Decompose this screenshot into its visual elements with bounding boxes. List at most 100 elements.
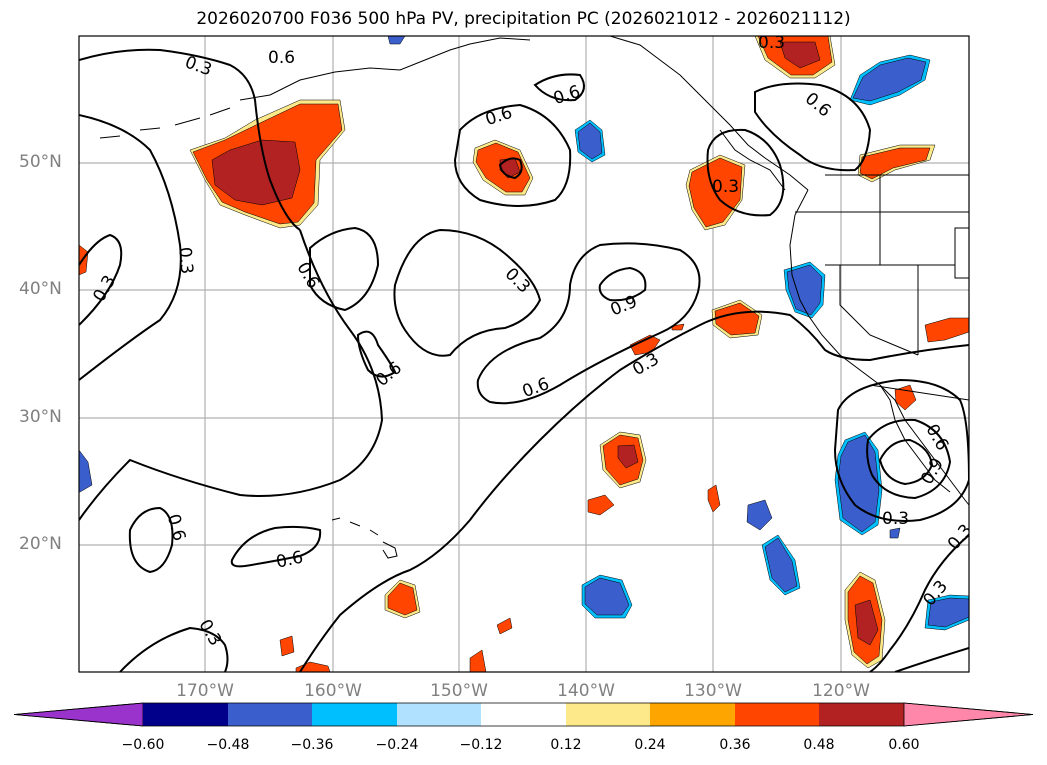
contour-label: 0.6 — [268, 48, 295, 68]
inland-border-5 — [839, 265, 919, 356]
pv-contour — [598, 266, 647, 302]
pv-contour — [128, 506, 174, 574]
pv-contour — [299, 310, 969, 672]
precip-blob — [617, 444, 639, 469]
precip-blob — [859, 147, 931, 180]
map-frame — [78, 35, 970, 673]
precip-blob — [854, 599, 879, 646]
inland-border-8 — [954, 227, 969, 279]
precip-blob — [79, 449, 93, 493]
contour-label: 0.3 — [758, 33, 785, 53]
lon-label-120w: 120°W — [812, 681, 870, 701]
lon-label-160w: 160°W — [304, 681, 362, 701]
precip-blob — [577, 122, 603, 160]
precip-blob — [469, 649, 487, 672]
precip-blob — [924, 317, 969, 343]
colorbar-tick: −0.48 — [206, 737, 250, 753]
contour-label: 0.3 — [882, 509, 909, 529]
pv-contour — [894, 647, 969, 672]
precip-blob — [927, 597, 969, 628]
colorbar-tick: −0.36 — [290, 737, 334, 753]
pv-contour — [119, 626, 229, 672]
pv-contour — [79, 114, 182, 381]
precip-blob — [387, 36, 406, 45]
precip-blob — [279, 635, 295, 657]
precip-blob — [496, 617, 513, 635]
contour-label: 0.3 — [174, 246, 196, 275]
bc-coast — [719, 129, 786, 191]
pv-contour — [79, 233, 123, 326]
us-west-coast — [789, 189, 969, 506]
contour-label: 0.3 — [712, 177, 739, 197]
colorbar-tick: 0.48 — [803, 737, 835, 753]
coastlines — [99, 36, 969, 559]
colorbar-extend-high — [903, 702, 1034, 727]
lon-label-140w: 140°W — [557, 681, 615, 701]
colorbar-tick: 0.60 — [888, 737, 920, 753]
map-title: 2026020700 F036 500 hPa PV, precipitatio… — [196, 9, 851, 29]
pv-contour — [356, 330, 397, 378]
precip-blob — [852, 57, 927, 102]
lon-label-170w: 170°W — [176, 681, 234, 701]
precip-blob — [211, 139, 301, 206]
pv-contour — [309, 226, 380, 312]
colorbar-extend-low — [13, 702, 144, 727]
precip-blob — [837, 434, 880, 533]
colorbar — [13, 702, 1034, 727]
precip-blob — [584, 577, 630, 616]
colorbar-tick: 0.24 — [634, 737, 666, 753]
inland-border-7 — [869, 384, 969, 401]
colorbar-outline — [13, 702, 1034, 727]
pv-contour — [230, 525, 322, 568]
colorbar-segment — [566, 703, 650, 726]
colorbar-tick: 0.36 — [719, 737, 751, 753]
pv-contours — [79, 48, 969, 672]
hawaii-islands — [331, 517, 398, 559]
precip-positive-anomalies — [79, 36, 969, 672]
colorbar-tick: 0.12 — [550, 737, 582, 753]
precip-blob — [707, 484, 721, 513]
colorbar-segment — [397, 703, 481, 726]
lat-label-40n: 40°N — [19, 279, 62, 299]
pv-contour — [393, 228, 542, 357]
colorbar-segment — [819, 703, 904, 726]
lat-label-50n: 50°N — [19, 152, 62, 172]
colorbar-segment — [735, 703, 819, 726]
lat-label-20n: 20°N — [19, 534, 62, 554]
alaska-coast — [239, 37, 531, 101]
precip-blob — [786, 264, 823, 316]
pv-contour — [706, 128, 785, 217]
pv-contour — [79, 48, 301, 231]
colorbar-segment — [650, 703, 735, 726]
precip-blob — [587, 494, 615, 516]
precip-negative-anomalies — [79, 36, 969, 631]
pv-contour — [476, 242, 701, 405]
colorbar-segment — [228, 703, 312, 726]
colorbar-segment — [481, 703, 566, 726]
pv-contour — [754, 82, 872, 172]
colorbar-tick: −0.12 — [459, 737, 503, 753]
colorbar-tick: −0.60 — [121, 737, 165, 753]
precip-blob — [746, 499, 773, 531]
aleutian-islands — [99, 107, 231, 139]
map-area — [79, 36, 969, 672]
colorbar-tick: −0.24 — [375, 737, 419, 753]
precip-blob — [779, 41, 821, 69]
precip-blob — [764, 537, 798, 593]
colorbar-segment — [143, 703, 228, 726]
lon-label-150w: 150°W — [430, 681, 488, 701]
pv-contour — [878, 438, 934, 486]
pv-contour — [533, 73, 585, 102]
gridlines — [79, 36, 969, 672]
precip-blob — [889, 527, 901, 539]
pv-contour — [866, 418, 952, 500]
colorbar-segment — [312, 703, 397, 726]
pv-contour — [453, 103, 572, 207]
lat-label-30n: 30°N — [19, 407, 62, 427]
pv-contour — [869, 534, 969, 672]
pv-contour — [79, 229, 384, 521]
pv-contour — [498, 157, 523, 180]
lon-label-130w: 130°W — [684, 681, 742, 701]
precip-blob — [387, 582, 418, 616]
